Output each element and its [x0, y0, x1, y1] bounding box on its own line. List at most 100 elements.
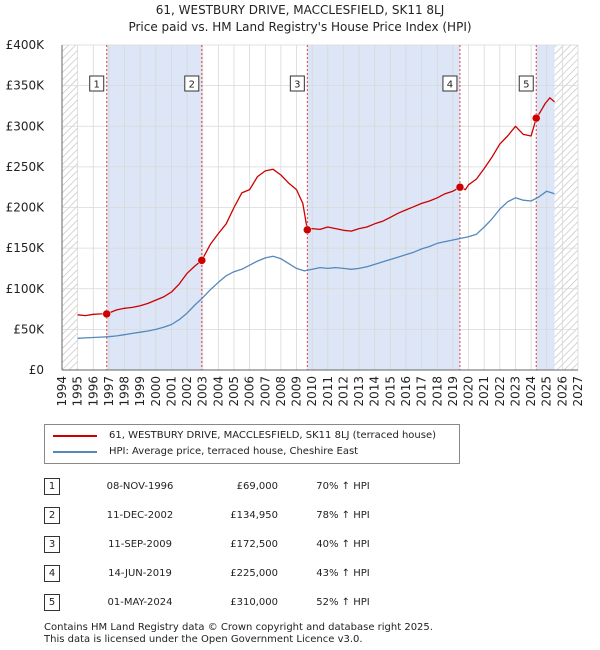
y-tick-label: £200K: [6, 201, 46, 215]
sale-hpi-change-cell: 40% ↑ HPI: [316, 539, 370, 550]
x-tick-label: 2006: [243, 376, 257, 407]
price-chart: 1 2 3 4 5 £0 £50K £100K £150K £200K £250K £300K £35…: [6, 38, 585, 407]
sales-row: 2 11-DEC-2002 £134,950 78% ↑ HPI: [44, 501, 398, 530]
sale-date-cell: 11-DEC-2002: [106, 510, 174, 521]
x-tick-label: 2002: [180, 376, 194, 407]
sale-marker-label-4: 4: [447, 80, 453, 91]
sale-point-3: [303, 225, 312, 235]
x-tick-label: 2023: [508, 376, 522, 407]
x-tick-label: 2025: [540, 376, 554, 407]
sale-date-cell: 14-JUN-2019: [108, 568, 172, 579]
legend-label-hpi: HPI: Average price, terraced house, Ches…: [109, 446, 359, 457]
x-tick-label: 2007: [258, 376, 272, 407]
sale-number-badge: 4: [44, 565, 60, 582]
x-tick-label: 2009: [290, 376, 304, 407]
sale-marker-box-1: [89, 75, 105, 92]
x-tick-label: 2020: [462, 376, 476, 407]
sales-row: 1 08-NOV-1996 £69,000 70% ↑ HPI: [44, 472, 398, 501]
sale-number-badge: 3: [44, 536, 60, 553]
x-tick-label: 2003: [196, 376, 210, 407]
y-tick-label: £250K: [6, 160, 46, 174]
sale-price-cell: £134,950: [230, 510, 278, 521]
x-tick-label: 2000: [149, 376, 163, 407]
x-tick-label: 2011: [321, 376, 335, 407]
sale-marker-label-1: 1: [94, 80, 100, 91]
sale-date-cell: 01-MAY-2024: [107, 597, 173, 608]
sale-marker-box-5: [518, 75, 534, 92]
chart-subtitle: Price paid vs. HM Land Registry's House …: [128, 20, 472, 34]
sale-marker-label-5: 5: [523, 80, 529, 91]
hpi-line: [77, 190, 555, 339]
x-tick-label: 2026: [555, 376, 569, 407]
x-tick-label: 1994: [55, 376, 69, 407]
y-tick-label: £100K: [6, 282, 46, 296]
sales-row: 3 11-SEP-2009 £172,500 40% ↑ HPI: [44, 530, 398, 559]
y-tick-label: £0: [29, 363, 44, 377]
sale-hpi-change-cell: 78% ↑ HPI: [316, 510, 370, 521]
sale-marker-box-2: [184, 75, 200, 92]
footer-license: This data is licensed under the Open Gov…: [44, 634, 363, 645]
x-tick-label: 2013: [352, 376, 366, 407]
sale-point-5: [532, 113, 541, 123]
sale-number-cell: 2: [44, 501, 92, 530]
sale-marker-box-3: [289, 75, 305, 92]
sale-number-badge: 5: [44, 594, 60, 611]
x-tick-label: 2004: [211, 376, 225, 407]
sale-number-badge: 2: [44, 507, 60, 524]
sale-marker-label-3: 3: [294, 80, 300, 91]
x-tick-label: 1999: [133, 376, 147, 407]
sales-row: 5 01-MAY-2024 £310,000 52% ↑ HPI: [44, 588, 398, 617]
sale-point-4: [455, 182, 465, 192]
x-tick-label: 2015: [383, 376, 397, 407]
sale-date-cell: 11-SEP-2009: [108, 539, 172, 550]
sale-point-2: [197, 256, 207, 265]
sale-date-cell: 08-NOV-1996: [106, 481, 174, 492]
chart-title: 61, WESTBURY DRIVE, MACCLESFIELD, SK11 8…: [155, 3, 445, 17]
sale-marker-label-2: 2: [189, 80, 195, 91]
x-tick-label: 2010: [305, 376, 319, 407]
x-tick-label: 2014: [368, 376, 382, 407]
footer: Contains HM Land Registry data © Crown c…: [44, 622, 433, 646]
x-tick-label: 2008: [274, 376, 288, 407]
x-tick-label: 2012: [336, 376, 350, 407]
sale-price-cell: £225,000: [230, 568, 278, 579]
x-tick-label: 2027: [571, 376, 585, 407]
legend-swatch-property: [53, 435, 97, 437]
sale-marker-box-4: [442, 75, 458, 92]
sale-hpi-change-cell: 43% ↑ HPI: [316, 568, 370, 579]
chart-legend: 61, WESTBURY DRIVE, MACCLESFIELD, SK11 8…: [44, 424, 460, 464]
x-tick-label: 2018: [430, 376, 444, 407]
sale-number-badge: 1: [44, 478, 60, 495]
sale-price-cell: £69,000: [236, 481, 278, 492]
sale-number-cell: 4: [44, 559, 92, 588]
y-tick-label: £300K: [6, 119, 46, 133]
x-tick-label: 2001: [164, 376, 178, 407]
x-tick-label: 1995: [71, 376, 85, 407]
sale-price-cell: £172,500: [230, 539, 278, 550]
x-tick-label: 2019: [446, 376, 460, 407]
sales-row: 4 14-JUN-2019 £225,000 43% ↑ HPI: [44, 559, 398, 588]
x-tick-label: 2005: [227, 376, 241, 407]
y-tick-label: £150K: [6, 241, 46, 255]
x-tick-label: 2022: [493, 376, 507, 407]
sale-price-cell: £310,000: [230, 597, 278, 608]
sale-number-cell: 3: [44, 530, 92, 559]
sale-hpi-change-cell: 52% ↑ HPI: [316, 597, 370, 608]
legend-entry-hpi: HPI: Average price, terraced house, Ches…: [53, 444, 358, 460]
sale-point-1: [102, 309, 111, 319]
sale-hpi-change-cell: 70% ↑ HPI: [316, 481, 370, 492]
legend-label-property: 61, WESTBURY DRIVE, MACCLESFIELD, SK11 8…: [109, 430, 437, 441]
x-tick-label: 1996: [86, 376, 100, 407]
sale-number-cell: 5: [44, 588, 92, 617]
x-tick-label: 1997: [102, 376, 116, 407]
y-tick-label: £400K: [6, 38, 46, 52]
footer-copyright: Contains HM Land Registry data © Crown c…: [44, 622, 433, 633]
x-tick-label: 2024: [524, 376, 538, 407]
x-tick-label: 2016: [399, 376, 413, 407]
property-price-line: [77, 97, 555, 317]
y-tick-label: £350K: [6, 79, 46, 93]
x-tick-label: 2017: [415, 376, 429, 407]
legend-entry-property: 61, WESTBURY DRIVE, MACCLESFIELD, SK11 8…: [53, 428, 436, 444]
sales-table: 1 08-NOV-1996 £69,000 70% ↑ HPI 2 11-DEC-2002…: [44, 472, 398, 617]
x-tick-label: 2021: [477, 376, 491, 407]
